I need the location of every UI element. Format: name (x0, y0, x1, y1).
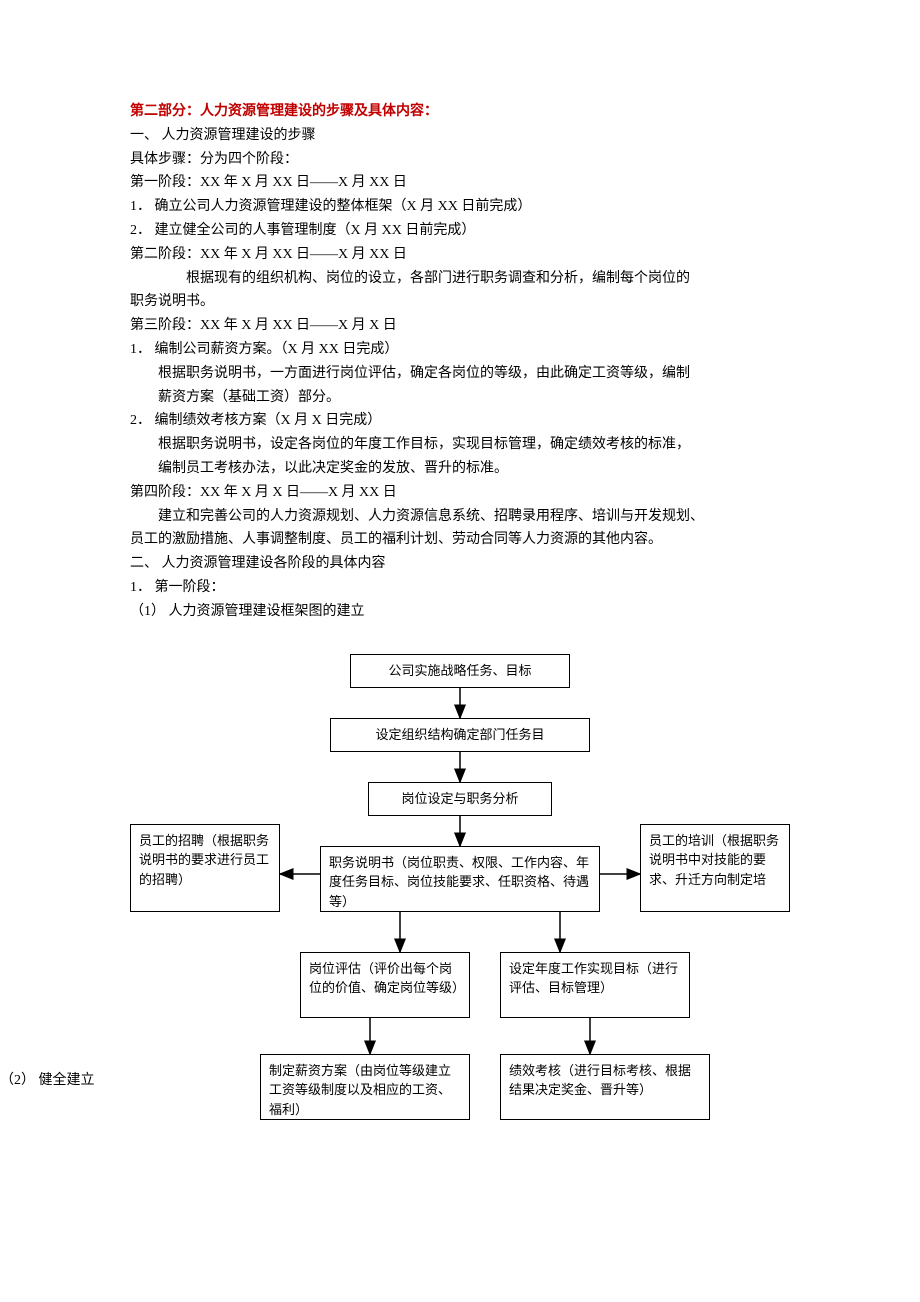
text-line: 根据职务说明书，一方面进行岗位评估，确定各岗位的等级，由此确定工资等级，编制 (130, 362, 790, 386)
text-line: 第三阶段：XX 年 X 月 XX 日——X 月 X 日 (130, 314, 790, 338)
text-line: 编制员工考核办法，以此决定奖金的发放、晋升的标准。 (130, 457, 790, 481)
flowchart-node-left: 员工的招聘（根据职务说明书的要求进行员工的招聘） (130, 824, 280, 912)
text-line: 二、 人力资源管理建设各阶段的具体内容 (130, 552, 790, 576)
flowchart-node-n1: 公司实施战略任务、目标 (350, 654, 570, 688)
flowchart-node-right: 员工的培训（根据职务说明书中对技能的要求、升迁方向制定培 (640, 824, 790, 912)
section-title: 第二部分：人力资源管理建设的步骤及具体内容： (130, 100, 790, 124)
text-line: 1． 第一阶段： (130, 576, 790, 600)
flowchart-node-n2: 设定组织结构确定部门任务目 (330, 718, 590, 752)
text-line: 职务说明书。 (130, 290, 790, 314)
flowchart-node-n4: 职务说明书（岗位职责、权限、工作内容、年度任务目标、岗位技能要求、任职资格、待遇… (320, 846, 600, 912)
flowchart-node-n7: 制定薪资方案（由岗位等级建立工资等级制度以及相应的工资、福利） (260, 1054, 470, 1120)
text-line: 1． 确立公司人力资源管理建设的整体框架（X 月 XX 日前完成） (130, 195, 790, 219)
text-line: 具体步骤：分为四个阶段： (130, 148, 790, 172)
flowchart-node-n5: 岗位评估（评价出每个岗位的价值、确定岗位等级） (300, 952, 470, 1018)
text-line: 根据现有的组织机构、岗位的设立，各部门进行职务调查和分析，编制每个岗位的 (130, 267, 790, 291)
text-line: 薪资方案（基础工资）部分。 (130, 386, 790, 410)
flowchart-node-n3: 岗位设定与职务分析 (368, 782, 552, 816)
text-line: 第一阶段：XX 年 X 月 XX 日——X 月 XX 日 (130, 171, 790, 195)
text-line: 2． 编制绩效考核方案（X 月 X 日完成） (130, 409, 790, 433)
text-line: 根据职务说明书，设定各岗位的年度工作目标，实现目标管理，确定绩效考核的标准， (130, 433, 790, 457)
text-line: 第二阶段：XX 年 X 月 XX 日——X 月 XX 日 (130, 243, 790, 267)
text-line: 员工的激励措施、人事调整制度、员工的福利计划、劳动合同等人力资源的其他内容。 (130, 528, 790, 552)
flowchart-node-n6: 设定年度工作实现目标（进行评估、目标管理） (500, 952, 690, 1018)
text-line: （1） 人力资源管理建设框架图的建立 (130, 600, 790, 624)
flowchart-node-n8: 绩效考核（进行目标考核、根据结果决定奖金、晋升等） (500, 1054, 710, 1120)
text-line: 2． 建立健全公司的人事管理制度（X 月 XX 日前完成） (130, 219, 790, 243)
text-line: 1． 编制公司薪资方案。（X 月 XX 日完成） (130, 338, 790, 362)
footnote-item-2: （2） 健全建立 (0, 1069, 95, 1093)
text-line: 一、 人力资源管理建设的步骤 (130, 124, 790, 148)
flowchart: 公司实施战略任务、目标设定组织结构确定部门任务目岗位设定与职务分析员工的招聘（根… (130, 654, 790, 1154)
text-line: 第四阶段：XX 年 X 月 X 日——X 月 XX 日 (130, 481, 790, 505)
text-line: 建立和完善公司的人力资源规划、人力资源信息系统、招聘录用程序、培训与开发规划、 (130, 505, 790, 529)
